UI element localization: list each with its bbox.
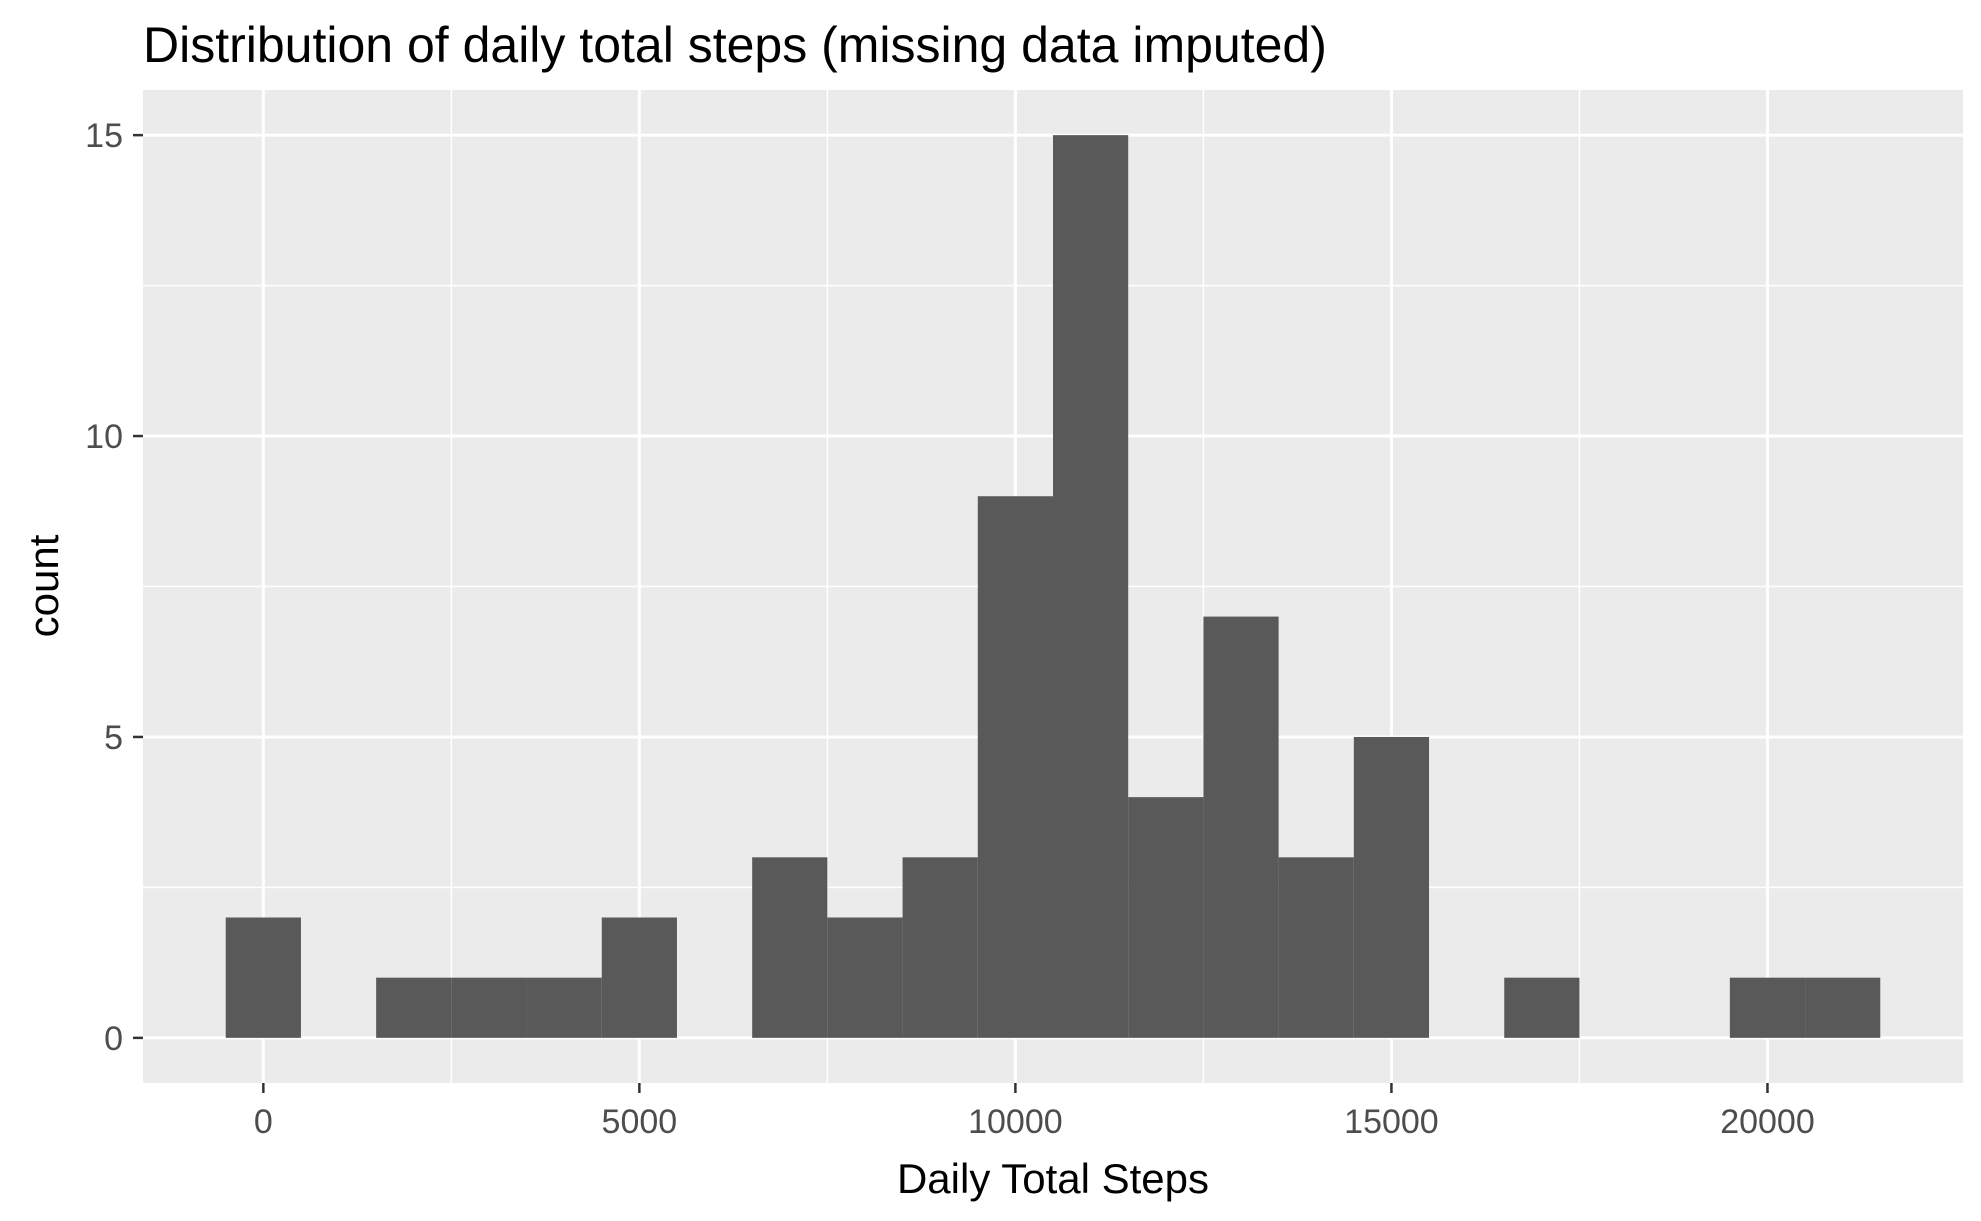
histogram-bar <box>1805 977 1881 1038</box>
histogram-bar <box>1353 736 1430 1038</box>
x-tick-label: 0 <box>254 1103 273 1141</box>
histogram-bar <box>1128 797 1204 1038</box>
x-axis-title: Daily Total Steps <box>897 1155 1209 1202</box>
y-tick-label: 15 <box>85 117 123 155</box>
x-tick-label: 10000 <box>968 1103 1063 1141</box>
histogram-bar <box>1278 857 1354 1038</box>
histogram-bar <box>1053 135 1129 1038</box>
histogram-bar <box>1203 616 1279 1038</box>
y-tick-label: 10 <box>85 418 123 456</box>
histogram-bar <box>1729 977 1806 1038</box>
x-tick-label: 20000 <box>1720 1103 1815 1141</box>
histogram-bar <box>601 917 677 1038</box>
histogram-bar <box>526 977 602 1038</box>
histogram-bar <box>977 496 1053 1038</box>
chart-title: Distribution of daily total steps (missi… <box>143 17 1327 73</box>
histogram-bar <box>1504 977 1580 1038</box>
histogram-bar <box>451 977 527 1038</box>
axes: 0 5000 10000 15000 20000 0 5 10 15 <box>85 117 1815 1141</box>
histogram-bar <box>752 857 828 1038</box>
y-tick-label: 5 <box>104 719 123 757</box>
y-tick-label: 0 <box>104 1020 123 1058</box>
histogram-bar <box>225 917 301 1038</box>
histogram-bars <box>225 135 1881 1038</box>
histogram-bar <box>827 917 903 1038</box>
x-tick-label: 15000 <box>1344 1103 1439 1141</box>
histogram-bar <box>376 977 452 1038</box>
x-tick-label: 5000 <box>602 1103 678 1141</box>
y-axis-title: count <box>20 534 67 637</box>
histogram-bar <box>902 857 978 1038</box>
